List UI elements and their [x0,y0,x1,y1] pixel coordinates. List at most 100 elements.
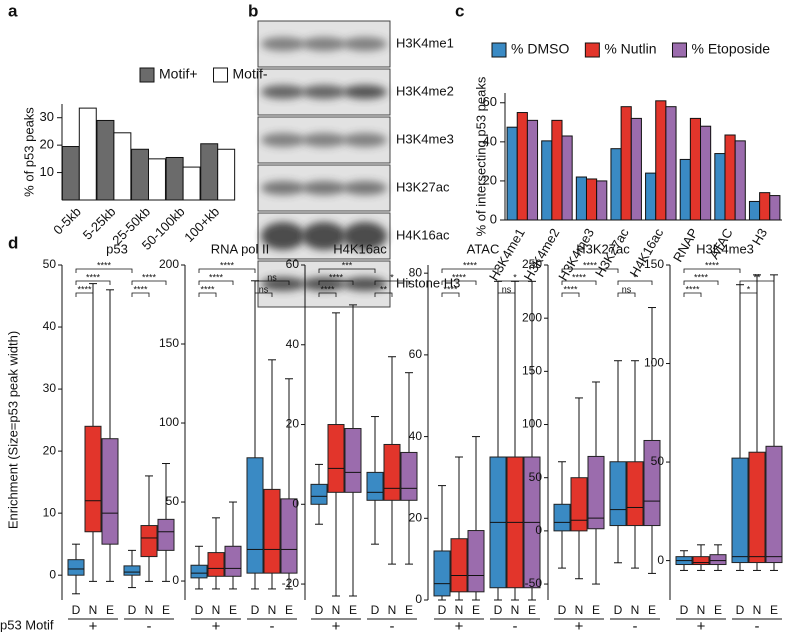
sig-label: **** [572,272,587,282]
x-tick-label: D [72,603,81,617]
legend-label: Motif+ [159,66,198,82]
bar [148,158,166,201]
bar [769,195,781,221]
sig-bracket [561,280,597,285]
bar [526,119,539,221]
x-tick-label: E [714,603,722,617]
sig-label: **** [97,260,112,270]
sig-bracket [318,292,337,297]
legend-swatch [213,67,229,83]
sig-label: ns [622,284,632,294]
blot-band [343,37,387,51]
group-label: + [212,618,221,635]
panel-title: ATAC [467,241,500,256]
box [400,451,418,501]
blot-band [343,133,387,147]
sig-bracket [198,280,234,285]
bar [541,140,553,221]
bar [724,134,736,221]
box [280,498,298,574]
panel-label: a [8,1,18,20]
bar [506,126,518,221]
blot-band [343,85,387,99]
y-axis-label: % of intersecting p53 peaks [473,76,488,236]
legend-label: Motif- [233,66,268,82]
box [190,564,208,579]
blot-band [261,181,305,195]
sig-label: **** [452,272,467,282]
blot-band [302,133,346,147]
sig-bracket [374,292,393,297]
sig-label: **** [133,284,148,294]
x-tick-label: 100+kb [181,204,222,245]
sig-label: * [513,272,517,282]
x-tick-label: E [349,603,357,617]
bar [645,172,657,221]
box [731,457,749,564]
bar [665,106,677,221]
panel-title: RNA pol II [211,241,270,256]
x-tick-label: D [251,603,260,617]
sig-label: **** [77,284,92,294]
box [207,552,225,577]
blot-band [302,222,346,250]
x-tick-label: D [371,603,380,617]
x-tick-label: N [268,603,277,617]
box [67,559,85,576]
x-tick-label: D [315,603,324,617]
sig-label: ns [267,272,277,282]
group-label: - [270,618,275,635]
y-tick-label: 20 [409,510,423,524]
sig-label: *** [342,260,353,270]
bar [217,148,236,201]
sig-bracket [441,268,499,273]
box [709,554,727,566]
sig-bracket [198,292,217,297]
y-tick-label: 150 [644,257,664,271]
sig-bracket [254,292,273,297]
bar [78,107,97,201]
y-tick-label: 20 [40,137,54,152]
box [609,461,627,527]
x-tick-label: D [680,603,689,617]
bar [714,153,726,221]
y-tick-label: 10 [40,164,54,179]
sig-bracket [739,280,775,285]
bar [700,125,712,221]
panel-title: H4K16ac [333,241,387,256]
sig-label: **** [694,272,709,282]
sig-bracket [441,280,477,285]
bar [61,146,80,201]
sig-bracket [75,292,94,297]
blot-band [261,222,305,250]
group-label: - [147,618,152,635]
x-tick-label: E [592,603,600,617]
x-tick-label: N [332,603,341,617]
x-tick-label: N [145,603,154,617]
group-label: - [390,618,395,635]
bar [655,100,667,221]
legend-label: % DMSO [511,41,569,57]
panel-title: p53 [106,241,128,256]
box [553,503,571,532]
y-tick-label: 20 [483,172,497,187]
legend-label: % Nutlin [604,41,656,57]
bar [575,176,587,221]
bar [734,140,746,221]
legend-swatch [584,42,600,58]
bar [630,117,642,221]
sig-bracket [561,268,619,273]
sig-label: **** [209,272,224,282]
y-tick-label: 200 [159,257,179,271]
box [626,461,644,527]
box [246,457,264,574]
sig-bracket [441,292,460,297]
bar [165,156,184,201]
y-tick-label: 0 [49,567,56,581]
box [643,439,661,527]
sig-bracket [318,268,376,273]
panel-title: H3K27ac [576,241,630,256]
box [157,518,175,551]
blot-band [261,277,305,291]
blot-label: H3K4me3 [396,131,454,146]
